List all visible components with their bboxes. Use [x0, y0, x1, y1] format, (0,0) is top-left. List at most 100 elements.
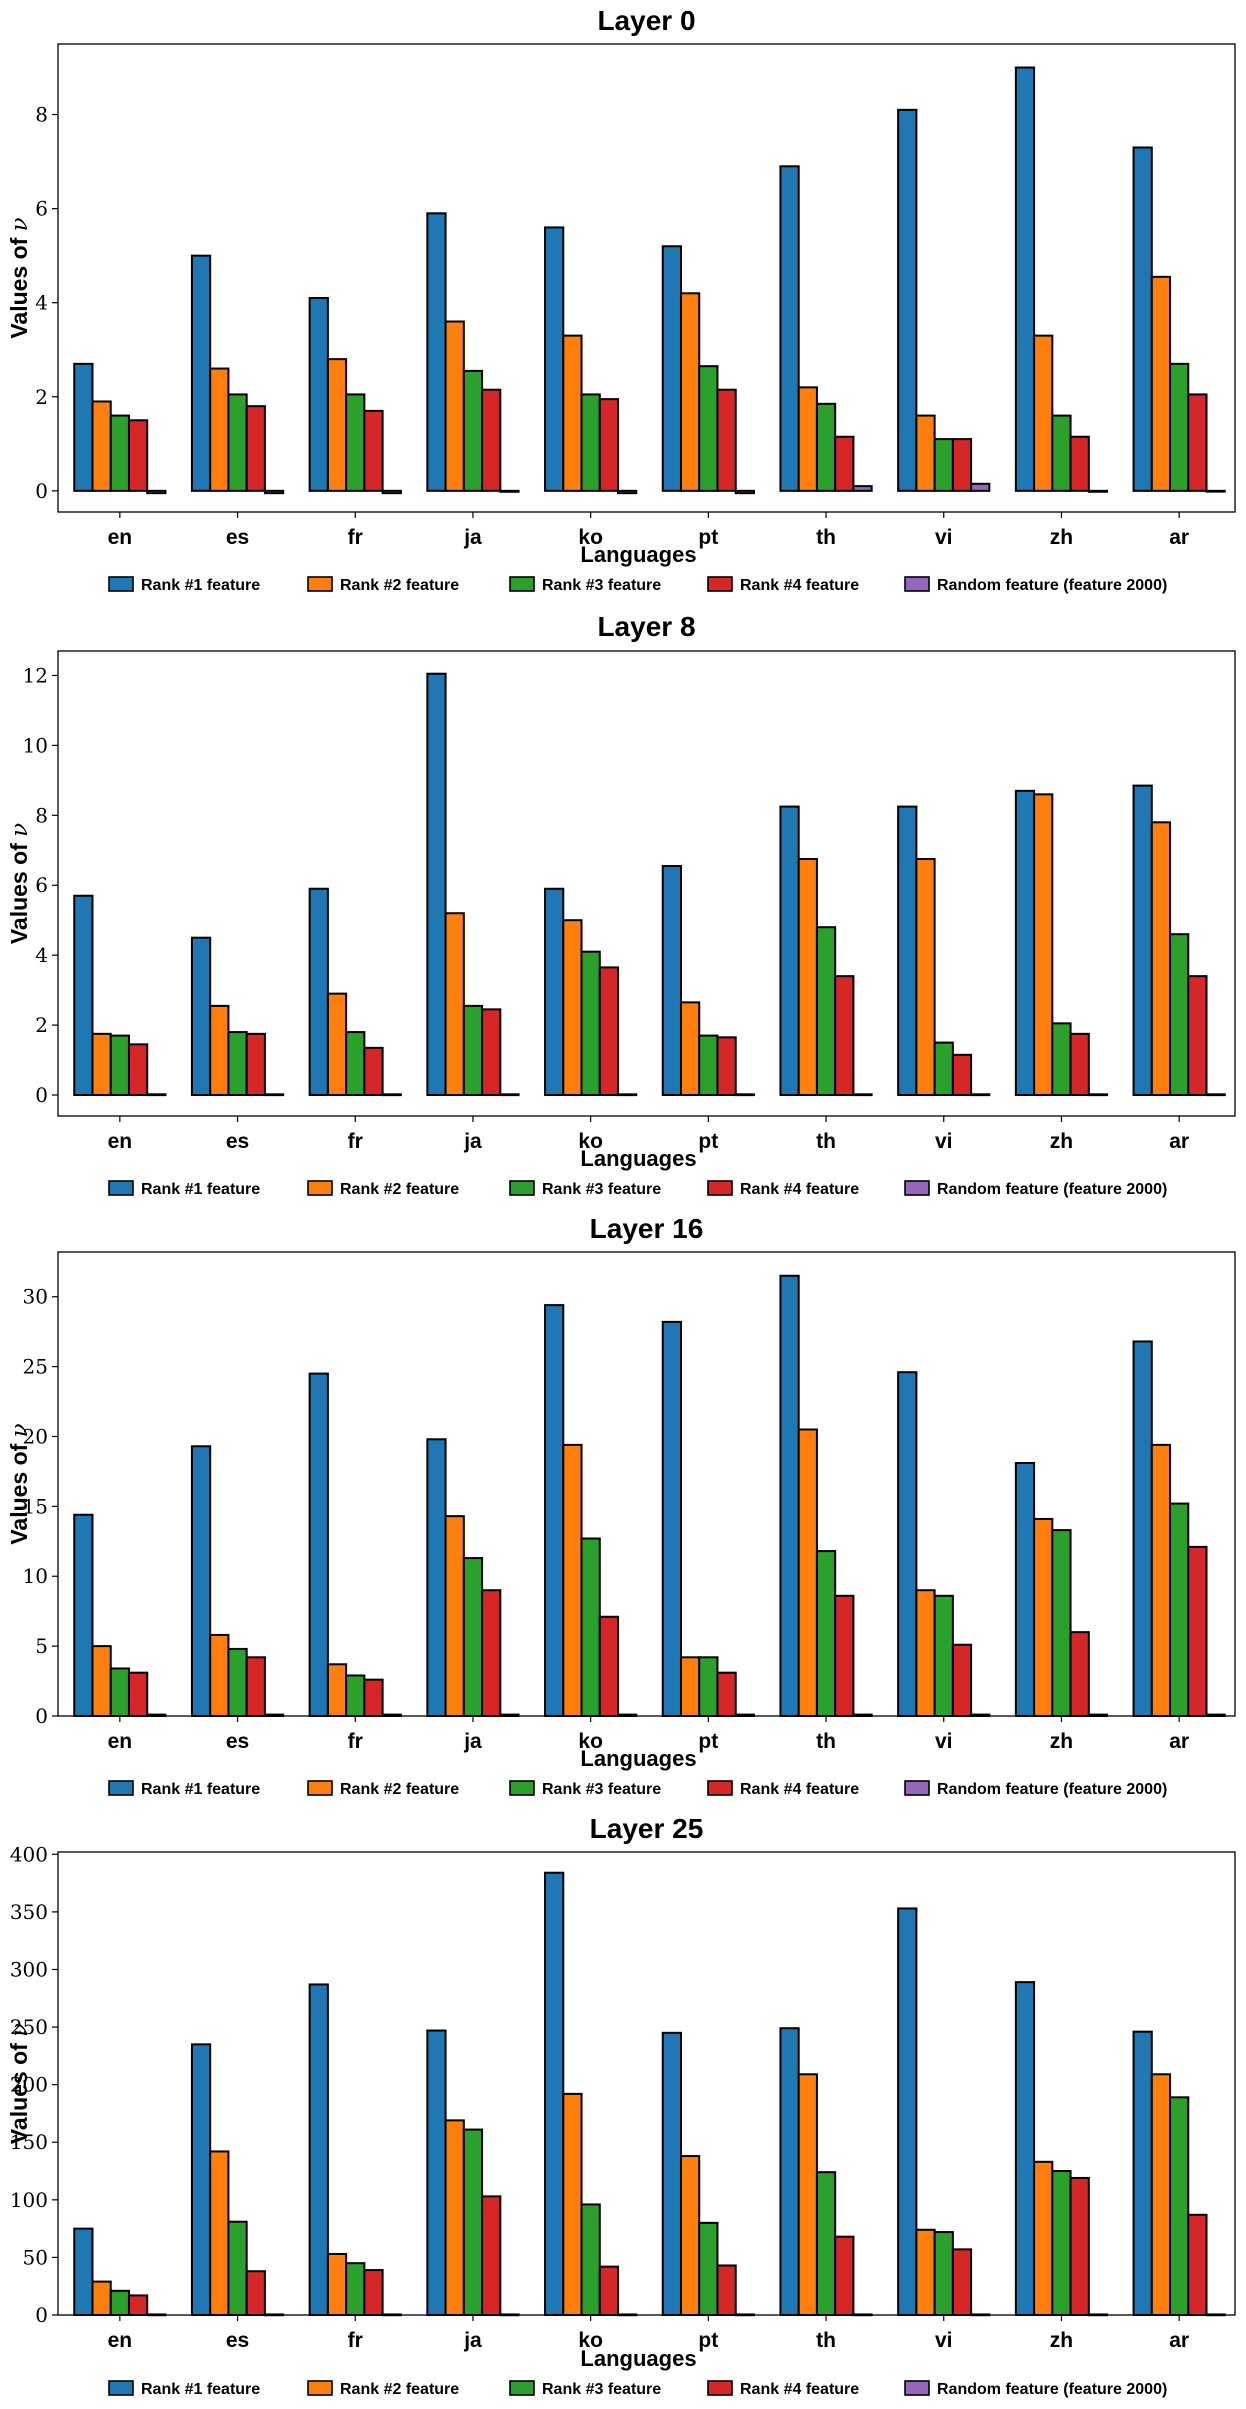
x-tick-label: en	[108, 1130, 133, 1153]
bar-ja-rank-4	[481, 2195, 502, 2316]
y-tick-label: 20	[23, 1424, 48, 1448]
bar-th-rank-1	[779, 805, 800, 1097]
bar-th-rank-3	[815, 1550, 837, 1718]
bar-vi-rank-2	[915, 1589, 936, 1718]
x-tick-label: es	[226, 526, 249, 549]
bar-en-rank-2	[91, 400, 112, 492]
bar-pt-rank-1	[661, 1320, 682, 1717]
bar-ko-rank-3	[580, 393, 601, 492]
bar-fr-rank-5	[381, 1093, 402, 1097]
legend-label: Random feature (feature 2000)	[937, 1781, 1167, 1798]
legend-swatch	[904, 1780, 930, 1796]
x-axis-label: Languages	[580, 1746, 696, 1771]
bar-es-rank-3	[227, 393, 248, 492]
bar-zh-rank-1	[1014, 1462, 1036, 1717]
bar-pt-rank-5	[734, 489, 755, 495]
bar-ja-rank-3	[462, 369, 484, 492]
x-tick-label: th	[816, 2329, 836, 2352]
x-tick-label: fr	[348, 526, 363, 549]
legend-label: Rank #2 feature	[340, 1181, 459, 1198]
bar-fr-rank-1	[308, 1983, 329, 2316]
bar-fr-rank-2	[326, 1663, 348, 1718]
x-tick-label: vi	[935, 526, 953, 549]
bar-ja-rank-3	[462, 1557, 484, 1717]
x-tick-label: ar	[1169, 526, 1189, 549]
x-tick-label: ar	[1169, 1130, 1189, 1153]
x-tick-label: ko	[578, 526, 603, 549]
bar-en-rank-3	[109, 2289, 130, 2317]
bar-th-rank-4	[834, 975, 855, 1097]
bar-fr-rank-1	[308, 887, 329, 1097]
y-tick-label: 200	[10, 2073, 48, 2097]
bar-en-rank-1	[73, 894, 94, 1097]
legend: Rank #1 feature Rank #2 feature Rank #3 fe…	[108, 2380, 1167, 2398]
bar-vi-rank-1	[897, 108, 918, 492]
bar-ja-rank-3	[462, 1004, 484, 1097]
x-tick-label: fr	[348, 1130, 363, 1153]
x-tick-label: th	[816, 1730, 836, 1753]
x-tick-label: pt	[698, 1730, 718, 1753]
bar-es-rank-5	[263, 489, 285, 495]
bar-en-rank-2	[91, 2280, 112, 2317]
bar-ko-rank-1	[544, 1304, 565, 1717]
bar-th-rank-5	[852, 485, 873, 492]
bar-zh-rank-1	[1014, 789, 1036, 1097]
bar-zh-rank-3	[1051, 414, 1072, 492]
bar-en-rank-3	[109, 1667, 130, 1718]
bar-ja-rank-5	[499, 489, 520, 493]
bar-ja-rank-2	[444, 2119, 465, 2316]
bar-ko-rank-1	[544, 1871, 565, 2316]
bar-ja-rank-3	[462, 2128, 484, 2316]
bar-fr-rank-4	[363, 1046, 384, 1097]
bar-en-rank-4	[127, 419, 149, 492]
bar-zh-rank-1	[1014, 66, 1036, 492]
bar-ja-rank-4	[481, 1589, 502, 1718]
legend-label: Rank #1 feature	[141, 577, 260, 594]
bar-ko-rank-4	[598, 398, 620, 492]
chart-panel-1: Layer 8 0 2 4 6 8 10 12 Values of ν en es fr ja ko pt t…	[6, 611, 1236, 1198]
legend-label: Rank #2 feature	[340, 577, 459, 594]
bar-ar-rank-2	[1150, 275, 1172, 492]
legend-label: Rank #4 feature	[740, 1181, 859, 1198]
bar-pt-rank-4	[716, 2264, 737, 2316]
legend-label: Rank #4 feature	[740, 1781, 859, 1798]
chart-title: Layer 16	[590, 1213, 704, 1244]
x-tick-label: pt	[698, 1130, 718, 1153]
bar-vi-rank-3	[933, 1041, 954, 1097]
bar-zh-rank-3	[1051, 1529, 1072, 1717]
y-tick-label: 10	[23, 1564, 48, 1588]
legend-label: Rank #4 feature	[740, 2381, 859, 2398]
bar-ar-rank-1	[1132, 784, 1153, 1097]
bar-es-rank-1	[190, 936, 212, 1097]
y-tick-label: 150	[10, 2130, 48, 2154]
x-tick-label: vi	[935, 2329, 953, 2352]
bar-vi-rank-5	[970, 482, 991, 492]
bar-ja-rank-4	[481, 388, 502, 492]
legend-swatch	[307, 1780, 333, 1796]
x-tick-label: zh	[1050, 1130, 1073, 1153]
x-tick-label: es	[226, 1130, 249, 1153]
legend-swatch	[904, 576, 930, 592]
x-tick-label: ko	[578, 1130, 603, 1153]
legend-label: Rank #3 feature	[542, 1781, 661, 1798]
bar-th-rank-3	[815, 926, 837, 1097]
legend-label: Random feature (feature 2000)	[937, 1181, 1167, 1198]
bar-ja-rank-2	[444, 912, 465, 1097]
legend-label: Rank #3 feature	[542, 577, 661, 594]
bar-ar-rank-4	[1187, 393, 1208, 492]
bar-fr-rank-4	[363, 2269, 384, 2316]
bar-pt-rank-4	[716, 1671, 737, 1717]
bar-es-rank-3	[227, 1647, 248, 1717]
bar-zh-rank-5	[1087, 489, 1109, 493]
bar-vi-rank-2	[915, 2228, 936, 2317]
bar-ko-rank-4	[598, 2265, 620, 2317]
legend-label: Rank #1 feature	[141, 1181, 260, 1198]
bar-en-rank-3	[109, 414, 130, 492]
legend-swatch	[707, 2380, 733, 2396]
y-axis-label-symbol: ν	[7, 1423, 33, 1437]
bar-ja-rank-5	[499, 1093, 520, 1097]
bar-es-rank-1	[190, 2043, 212, 2317]
bar-pt-rank-2	[679, 292, 701, 492]
y-tick-label: 5	[35, 1634, 48, 1658]
